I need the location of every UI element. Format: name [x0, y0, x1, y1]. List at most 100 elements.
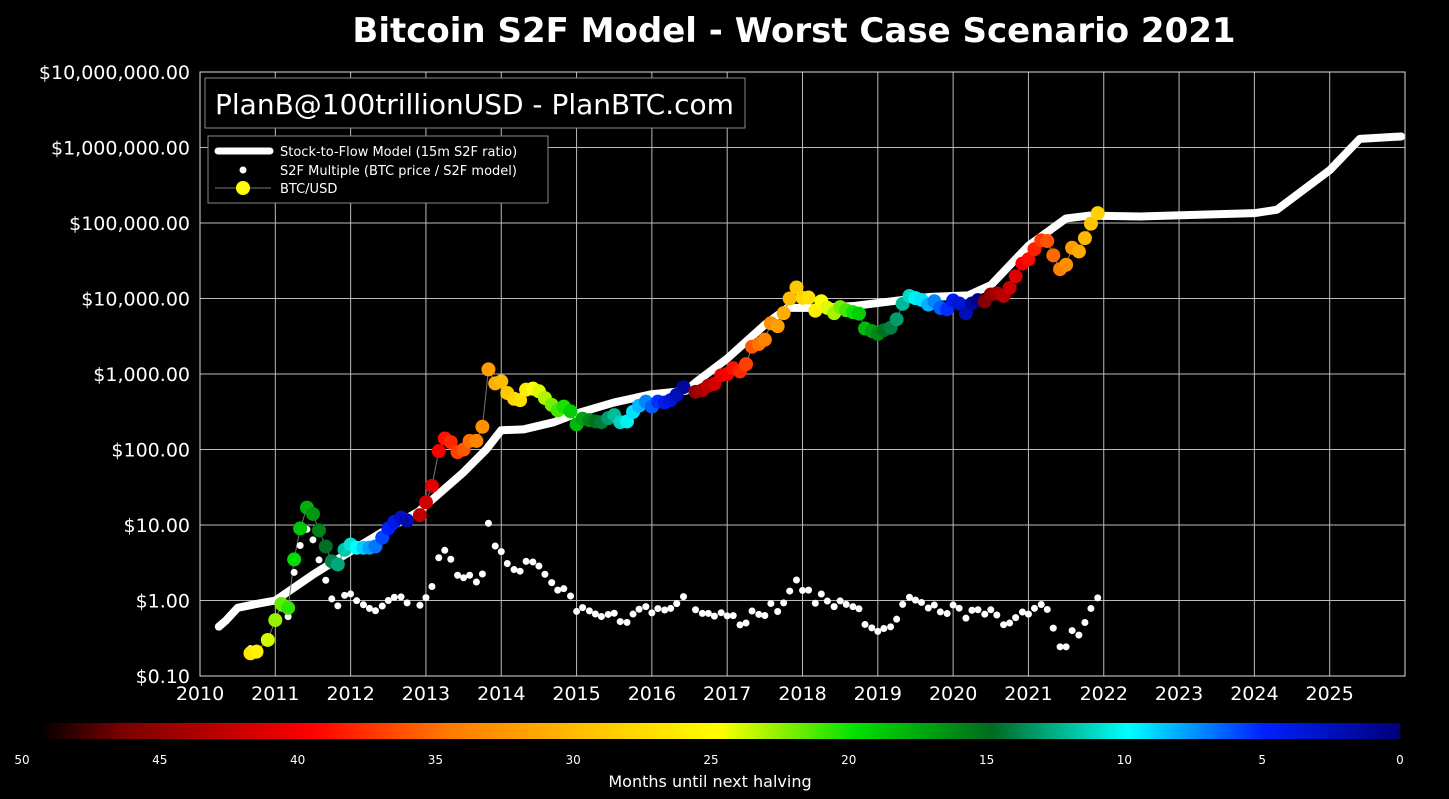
colorbar-tick-label: 25: [703, 753, 718, 767]
s2f-multiple-point: [874, 627, 882, 635]
s2f-multiple-point: [949, 601, 957, 609]
s2f-multiple-point: [905, 593, 913, 601]
btc-price-point: [281, 600, 296, 615]
btc-price-point: [260, 632, 275, 647]
s2f-model-line: [214, 132, 1406, 631]
x-tick-label: 2015: [552, 683, 600, 705]
s2f-multiple-point: [503, 560, 511, 568]
colorbar-tick-label: 30: [566, 753, 581, 767]
s2f-multiple-point: [1030, 604, 1038, 612]
btc-price-point: [782, 291, 797, 306]
btc-price-point: [1008, 269, 1023, 284]
s2f-multiple-point: [661, 606, 669, 614]
y-tick-label: $10,000.00: [81, 289, 190, 311]
x-tick-label: 2016: [628, 683, 676, 705]
btc-price-point: [268, 613, 283, 628]
s2f-multiple-point: [290, 568, 298, 576]
s2f-multiple-point: [484, 519, 492, 527]
s2f-multiple-point: [435, 554, 443, 562]
s2f-multiple-point: [962, 614, 970, 622]
s2f-multiple-point: [704, 609, 712, 617]
s2f-multiple-point: [924, 604, 932, 612]
btc-price-point: [494, 374, 509, 389]
x-tick-label: 2011: [251, 683, 299, 705]
x-tick-label: 2023: [1155, 683, 1203, 705]
s2f-multiple-point: [673, 600, 681, 608]
y-tick-label: $1,000,000.00: [51, 138, 190, 160]
colorbar-tick-label: 50: [14, 753, 29, 767]
s2f-multiple-point: [1006, 619, 1014, 627]
y-tick-label: $10,000,000.00: [39, 62, 190, 84]
s2f-multiple-point: [805, 586, 813, 594]
x-tick-label: 2017: [703, 683, 751, 705]
plot-marks: [214, 132, 1406, 661]
s2f-multiple-point: [786, 587, 794, 595]
btc-price-point: [789, 280, 804, 295]
btc-price-point: [1040, 234, 1055, 249]
btc-price-point: [952, 296, 967, 311]
colorbar-tick-label: 40: [290, 753, 305, 767]
s2f-multiple-point: [1043, 605, 1051, 613]
s2f-multiple-point: [642, 603, 650, 611]
x-tick-label: 2025: [1306, 683, 1354, 705]
btc-price-point: [424, 478, 439, 493]
s2f-multiple-point: [974, 606, 982, 614]
s2f-multiple-point: [710, 612, 718, 620]
s2f-multiple-point: [390, 593, 398, 601]
s2f-multiple-point: [629, 610, 637, 618]
s2f-multiple-point: [1075, 631, 1083, 639]
y-tick-label: $0.10: [136, 666, 190, 688]
s2f-multiple-point: [817, 590, 825, 598]
s2f-multiple-point: [466, 571, 474, 579]
s2f-multiple-point: [842, 600, 850, 608]
s2f-multiple-point: [792, 576, 800, 584]
btc-price-point: [757, 332, 772, 347]
legend-multiple-swatch: [239, 166, 247, 174]
btc-price-point: [1077, 231, 1092, 246]
s2f-multiple-point: [322, 576, 330, 584]
s2f-multiple-point: [309, 536, 317, 544]
s2f-multiple-point: [497, 548, 505, 556]
btc-price-point: [889, 312, 904, 327]
colorbar-tick-label: 10: [1117, 753, 1132, 767]
s2f-multiple-point: [1094, 594, 1102, 602]
s2f-multiple-point: [899, 600, 907, 608]
s2f-multiple-point: [591, 610, 599, 618]
colorbar-tick-label: 35: [428, 753, 443, 767]
s2f-multiple-point: [767, 600, 775, 608]
s2f-multiple-point: [347, 590, 355, 598]
s2f-multiple-point: [284, 613, 292, 621]
x-tick-label: 2022: [1080, 683, 1128, 705]
s2f-multiple-point: [1037, 600, 1045, 608]
s2f-multiple-point: [460, 574, 468, 582]
x-tick-label: 2021: [1004, 683, 1052, 705]
s2f-multiple-point: [887, 623, 895, 631]
s2f-multiple-point: [893, 615, 901, 623]
btc-price-point: [318, 539, 333, 554]
s2f-multiple-point: [755, 610, 763, 618]
s2f-multiple-point: [723, 612, 731, 620]
btc-price-point: [418, 495, 433, 510]
s2f-multiple-point: [654, 605, 662, 613]
btc-price-point: [1083, 216, 1098, 231]
s2f-multiple-point: [1049, 624, 1057, 632]
y-tick-label: $100,000.00: [69, 213, 190, 235]
s2f-multiple-point: [1018, 608, 1026, 616]
s2f-multiple-point: [554, 586, 562, 594]
s2f-multiple-point: [522, 557, 530, 565]
colorbar-tick-label: 45: [152, 753, 167, 767]
s2f-multiple-point: [1024, 610, 1032, 618]
btc-price-point: [475, 419, 490, 434]
s2f-multiple-point: [535, 562, 543, 570]
btc-price-point: [431, 444, 446, 459]
s2f-multiple-point: [736, 621, 744, 629]
btc-price-point: [1021, 252, 1036, 267]
s2f-multiple-point: [667, 604, 675, 612]
btc-price-point: [513, 393, 528, 408]
s2f-multiple-point: [648, 609, 656, 617]
x-tick-label: 2024: [1230, 683, 1278, 705]
btc-price-point: [1071, 244, 1086, 259]
btc-price-line: [250, 212, 1099, 654]
s2f-multiple-point: [936, 608, 944, 616]
